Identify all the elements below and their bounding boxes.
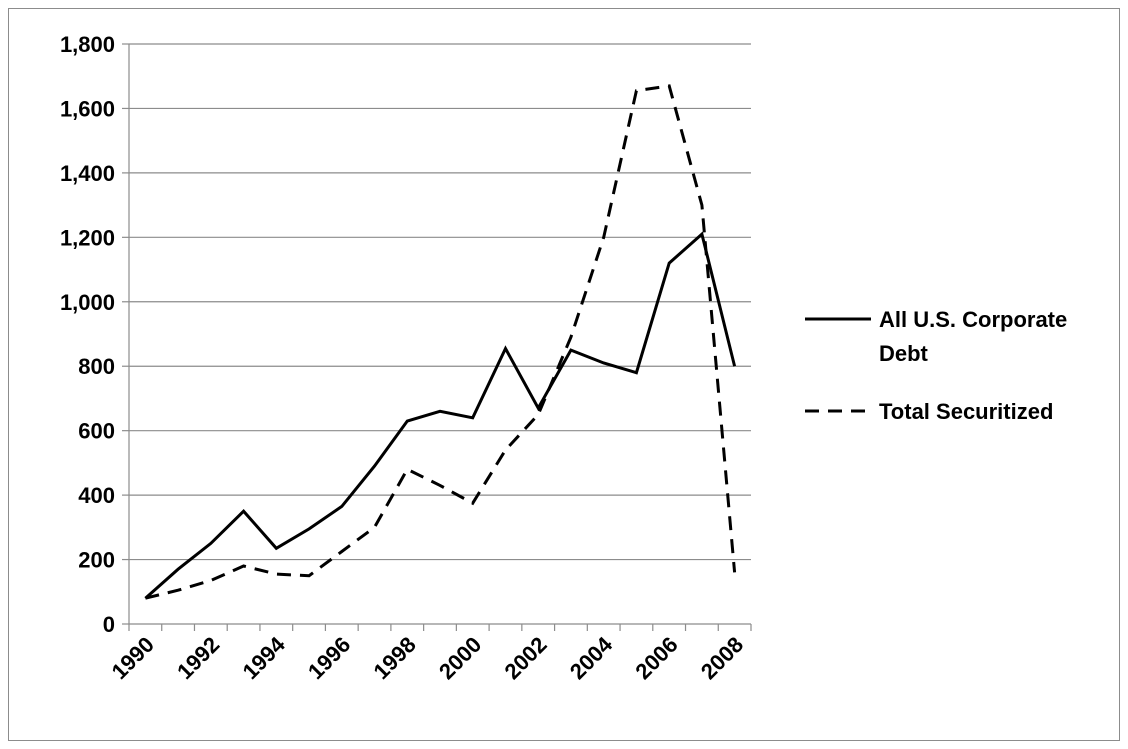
line-chart: 0 200 400 600 800 1,000 1,200 1,400 1,600 1,800 1… [60, 32, 1067, 684]
series-line-solid [144, 231, 737, 600]
y-tick-label: 0 [103, 612, 115, 637]
chart-frame: 0 200 400 600 800 1,000 1,200 1,400 1,600 1,800 1… [8, 8, 1120, 741]
legend-label: Total Securitized [879, 399, 1053, 424]
y-tick-label: 200 [78, 548, 115, 573]
legend: All U.S. Corporate Debt Total Securitized [805, 307, 1067, 424]
x-tick-label: 1998 [369, 632, 421, 684]
y-tick-label: 600 [78, 419, 115, 444]
x-tick-label: 1994 [238, 631, 291, 684]
legend-label: All U.S. Corporate [879, 307, 1067, 332]
series-lines [144, 84, 737, 600]
x-tick-label: 2002 [499, 632, 551, 684]
axes [122, 43, 752, 631]
y-tick-label: 1,600 [60, 96, 115, 121]
gridlines [129, 43, 751, 561]
y-tick-label: 1,400 [60, 161, 115, 186]
x-tick-label: 1992 [172, 632, 224, 684]
y-tick-labels: 0 200 400 600 800 1,000 1,200 1,400 1,600 1,800 [60, 32, 115, 637]
y-tick-label: 1,800 [60, 32, 115, 57]
series-line-dashed [145, 84, 737, 600]
x-tick-label: 2008 [696, 632, 748, 684]
y-tick-label: 1,200 [60, 225, 115, 250]
x-tick-label: 1996 [303, 632, 355, 684]
y-tick-label: 1,000 [60, 290, 115, 315]
x-tick-label: 2004 [565, 631, 618, 684]
y-tick-label: 800 [78, 354, 115, 379]
y-tick-label: 400 [78, 483, 115, 508]
x-tick-label: 1990 [107, 632, 159, 684]
x-tick-labels: 1990 1992 1994 1996 1998 2000 2002 2004 2006 2008 [107, 631, 749, 684]
x-tick-label: 2006 [630, 632, 682, 684]
x-tick-label: 2000 [434, 632, 486, 684]
legend-label: Debt [879, 341, 929, 366]
